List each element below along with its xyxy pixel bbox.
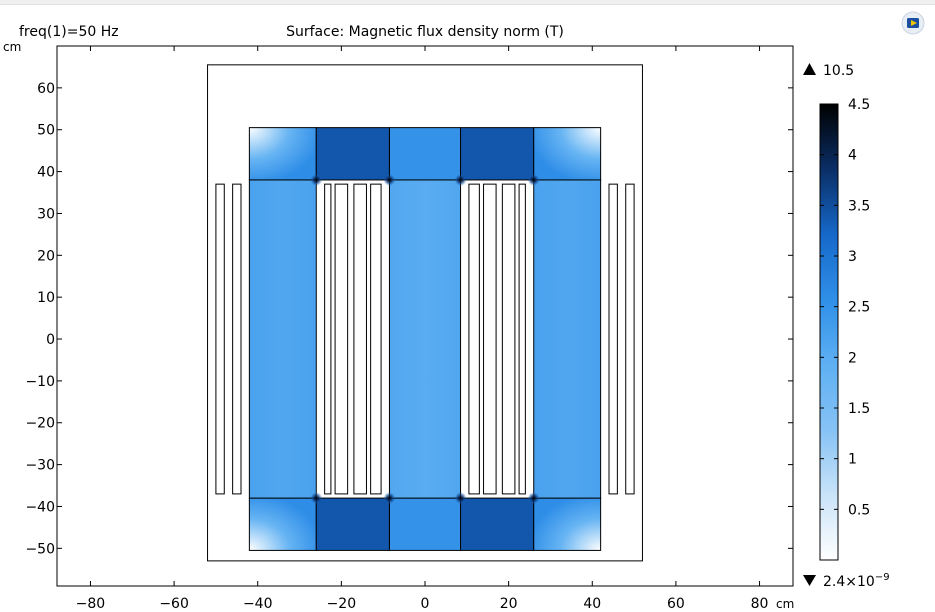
plot-title: Surface: Magnetic flux density norm (T) <box>286 24 564 40</box>
axes-layer: −80 −60 −40 −20 0 20 40 60 80 −50 −40 −30 −20 −10 0 10 2… <box>25 46 793 612</box>
yoke-bottom-segment <box>388 497 462 551</box>
yoke-top-segment <box>460 127 535 181</box>
coil-winding <box>232 183 242 495</box>
y-tick-label: −20 <box>25 416 55 432</box>
y-axis-unit: cm <box>3 40 21 54</box>
colorbar-min-value: 2.4×10−9 <box>823 572 890 590</box>
x-tick-label: 60 <box>667 596 685 612</box>
yoke-top-segment <box>248 127 317 181</box>
y-tick-label: 10 <box>37 290 55 306</box>
y-tick-label: 50 <box>37 123 55 139</box>
coil-winding <box>215 183 225 495</box>
colorbar-tick-label: 4.5 <box>848 97 870 113</box>
y-tick-label: −30 <box>25 458 55 474</box>
yoke-bottom-segment <box>460 497 535 551</box>
y-tick-label: −50 <box>25 541 55 557</box>
coil-winding <box>324 183 332 495</box>
y-tick-label: −10 <box>25 374 55 390</box>
yoke-top-segment <box>533 127 602 181</box>
x-tick-label: −40 <box>243 596 273 612</box>
flux-hotspot <box>454 492 467 505</box>
colorbar-max-value: 10.5 <box>823 63 854 79</box>
yoke-top-segment <box>388 127 462 181</box>
right-leg <box>533 179 602 499</box>
coil-winding <box>518 183 526 495</box>
coil-winding <box>608 183 618 495</box>
coil-winding <box>370 183 382 495</box>
coil-winding <box>501 183 516 495</box>
x-tick-label: −80 <box>76 596 106 612</box>
coil-winding <box>483 183 497 495</box>
y-tick-label: 30 <box>37 206 55 222</box>
flux-hotspot <box>310 173 323 186</box>
colorbar-tick-label: 3.5 <box>848 198 870 214</box>
geometry-layer <box>207 64 643 562</box>
y-tick-label: 60 <box>37 81 55 97</box>
max-marker-icon <box>803 63 816 75</box>
x-axis-unit: cm <box>776 597 794 611</box>
colorbar-tick-label: 2 <box>848 350 857 366</box>
colorbar-gradient <box>819 103 839 561</box>
x-tick-label: −60 <box>159 596 189 612</box>
y-tick-label: 40 <box>37 165 55 181</box>
x-tick-label: 80 <box>751 596 769 612</box>
coil-winding <box>334 183 349 495</box>
yoke-top-segment <box>315 127 390 181</box>
flux-hotspot <box>383 492 396 505</box>
colorbar-tick-label: 1.5 <box>848 401 870 417</box>
coil-winding <box>625 183 635 495</box>
yoke-bottom-segment <box>533 497 602 551</box>
y-tick-label: −40 <box>25 499 55 515</box>
colorbar-tick-label: 0.5 <box>848 502 870 518</box>
colorbar-tick-label: 1 <box>848 452 857 468</box>
colorbar-tick-label: 3 <box>848 249 857 265</box>
colorbar-tick-label: 2.5 <box>848 300 870 316</box>
y-tick-label: 20 <box>37 248 55 264</box>
x-tick-label: 40 <box>583 596 601 612</box>
flux-hotspot <box>454 173 467 186</box>
flux-hotspot <box>310 492 323 505</box>
window-top-bar <box>0 0 935 5</box>
frequency-label: freq(1)=50 Hz <box>19 24 119 40</box>
min-marker-icon <box>803 575 816 586</box>
app-logo-icon[interactable] <box>901 11 925 35</box>
colorbar-tick-label: 4 <box>848 148 857 164</box>
coil-winding <box>468 183 480 495</box>
x-tick-label: 20 <box>500 596 518 612</box>
yoke-bottom-segment <box>248 497 317 551</box>
colorbar: 10.5 0.5 1 1.5 2 2.5 3 3.5 4 4.5 2.4×10−9 <box>803 63 890 590</box>
flux-hotspot <box>527 492 540 505</box>
left-leg <box>248 179 317 499</box>
coil-winding <box>353 183 367 495</box>
center-leg <box>388 179 462 499</box>
x-tick-label: 0 <box>421 596 430 612</box>
yoke-bottom-segment <box>315 497 390 551</box>
air-domain-boundary <box>207 64 643 562</box>
x-tick-label: −20 <box>327 596 357 612</box>
flux-hotspot <box>527 173 540 186</box>
y-tick-label: 0 <box>46 332 55 348</box>
flux-hotspot <box>383 173 396 186</box>
